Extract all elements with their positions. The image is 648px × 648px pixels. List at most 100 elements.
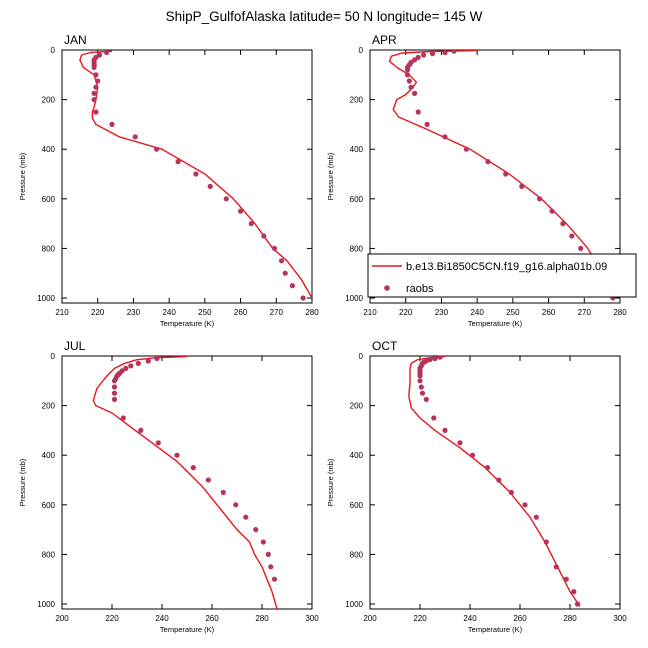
y-tick-label-jul: 1000	[37, 600, 55, 609]
obs-point-oct	[553, 564, 559, 570]
obs-point-jul	[111, 378, 118, 384]
obs-point-jan	[193, 171, 199, 177]
obs-point-apr	[404, 67, 411, 73]
obs-point-jul	[128, 363, 134, 369]
obs-point-oct	[431, 415, 437, 421]
obs-point-jul	[155, 440, 161, 446]
model-line-oct	[408, 356, 581, 607]
y-tick-label-jul: 0	[51, 352, 56, 361]
legend-model-label: b.e13.Bi1850C5CN.f19_g16.alpha01b.09	[406, 261, 607, 273]
x-tick-label-apr: 210	[363, 308, 377, 317]
figure-title: ShipP_GulfofAlaska latitude= 50 N longit…	[166, 9, 483, 24]
y-axis-title-jan: Pressure (mb)	[18, 152, 27, 200]
legend-obs-marker-swatch	[384, 285, 390, 291]
obs-point-jul	[190, 465, 196, 471]
obs-point-oct	[571, 589, 577, 595]
x-tick-label-oct: 220	[413, 614, 427, 623]
obs-point-oct	[508, 489, 514, 495]
x-tick-label-jul: 200	[55, 614, 69, 623]
obs-point-jul	[135, 360, 141, 366]
y-tick-label-apr: 600	[350, 195, 364, 204]
obs-point-jan	[261, 233, 267, 239]
plot-area-oct	[408, 356, 581, 607]
y-tick-label-oct: 800	[350, 550, 364, 559]
obs-point-jan	[95, 78, 101, 84]
x-tick-label-oct: 260	[513, 614, 527, 623]
obs-point-jan	[93, 84, 99, 90]
obs-point-apr	[503, 171, 509, 177]
x-tick-label-apr: 280	[613, 308, 627, 317]
obs-point-oct	[496, 477, 502, 483]
obs-point-jan	[91, 97, 97, 103]
y-axis-title-apr: Pressure (mb)	[326, 152, 335, 200]
y-axis-title-oct: Pressure (mb)	[326, 458, 335, 506]
y-tick-label-apr: 800	[350, 244, 364, 253]
obs-point-oct	[574, 601, 581, 607]
obs-point-jan	[91, 64, 97, 70]
x-tick-label-apr: 240	[470, 308, 484, 317]
y-tick-label-oct: 200	[350, 402, 364, 411]
obs-point-oct	[418, 384, 424, 390]
x-tick-label-jul: 300	[305, 614, 319, 623]
obs-point-jan	[93, 72, 99, 78]
obs-point-jul	[220, 489, 226, 495]
panel-jul: JUL 200 220 240 260 280 300 0 200 400 600 800 1000 Te…	[18, 339, 319, 634]
panel-oct: OCT 200 220 240 260 280 300 0 200 400 600 800 1000 Te…	[326, 339, 627, 634]
plot-area-jan	[79, 50, 312, 301]
obs-point-jan	[223, 196, 229, 202]
obs-point-apr	[442, 50, 448, 56]
x-axis-title-jul: Temperature (K)	[160, 625, 215, 634]
obs-point-oct	[484, 465, 491, 471]
obs-point-jul	[205, 477, 211, 483]
obs-point-jul	[268, 564, 274, 570]
panel-title-apr: APR	[372, 33, 397, 47]
y-tick-label-oct: 1000	[345, 600, 363, 609]
y-tick-label-apr: 1000	[345, 294, 363, 303]
obs-point-oct	[423, 396, 429, 402]
obs-point-apr	[404, 72, 411, 78]
obs-point-jul	[111, 384, 118, 390]
obs-point-jul	[253, 527, 259, 533]
obs-point-jul	[233, 502, 239, 508]
obs-point-jul	[271, 576, 278, 582]
obs-point-jan	[175, 159, 181, 165]
x-axis-title-apr: Temperature (K)	[468, 319, 523, 328]
obs-point-oct	[533, 514, 539, 520]
x-tick-label-jan: 210	[55, 308, 69, 317]
plot-frame-apr	[369, 49, 621, 304]
y-tick-label-jan: 200	[42, 96, 56, 105]
model-line-apr	[388, 50, 620, 299]
panel-title-oct: OCT	[372, 339, 398, 353]
y-tick-label-jul: 600	[42, 501, 56, 510]
obs-point-jul	[123, 365, 129, 371]
x-tick-label-jul: 220	[105, 614, 119, 623]
x-axis-title-jan: Temperature (K)	[160, 319, 215, 328]
obs-point-oct	[522, 502, 528, 508]
obs-point-jan	[282, 270, 288, 276]
x-tick-label-jan: 270	[270, 308, 284, 317]
x-tick-label-apr: 260	[542, 308, 556, 317]
obs-point-jul	[111, 396, 118, 402]
plot-frame-jul	[61, 355, 313, 610]
y-tick-label-oct: 0	[359, 352, 364, 361]
obs-point-jan	[207, 183, 213, 189]
obs-point-oct	[417, 373, 423, 379]
obs-point-apr	[569, 233, 575, 239]
x-tick-label-jan: 250	[198, 308, 212, 317]
y-tick-label-jan: 0	[51, 46, 56, 55]
obs-point-oct	[419, 390, 426, 396]
y-tick-label-jul: 800	[42, 550, 56, 559]
obs-point-jan	[91, 90, 97, 96]
x-tick-label-jan: 280	[305, 308, 319, 317]
obs-point-apr	[537, 196, 543, 202]
model-line-jan	[79, 50, 312, 299]
obs-point-jul	[154, 356, 160, 362]
x-tick-label-oct: 300	[613, 614, 627, 623]
obs-point-apr	[463, 146, 469, 152]
panel-title-jan: JAN	[64, 33, 87, 47]
obs-point-jul	[260, 539, 266, 545]
obs-point-jan	[238, 208, 244, 214]
obs-point-apr	[549, 208, 555, 214]
obs-point-jul	[174, 452, 180, 458]
